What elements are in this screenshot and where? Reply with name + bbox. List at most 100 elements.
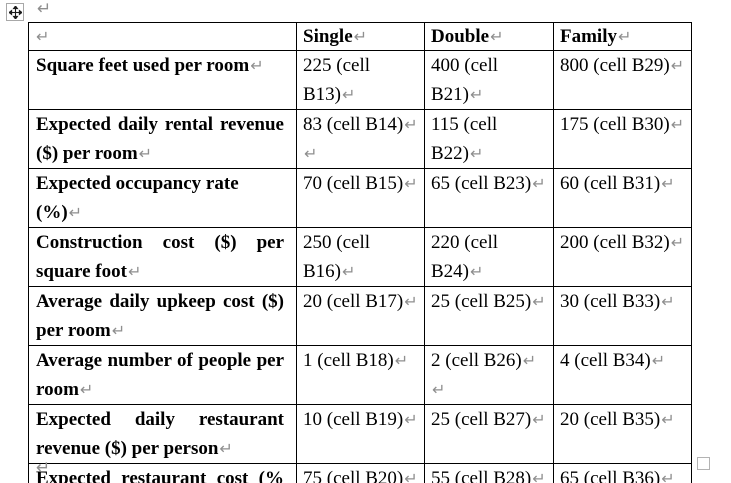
row-label-cell[interactable]: Expected restaurant cost (%of meal reven… bbox=[28, 463, 297, 483]
value-cell[interactable]: 2 (cell B26)↵ ↵ bbox=[424, 345, 554, 405]
value-cell[interactable]: 220 (cell B24)↵ bbox=[424, 227, 554, 287]
end-of-cell-mark: ↵ bbox=[661, 469, 675, 483]
end-of-cell-mark: ↵ bbox=[404, 174, 418, 193]
end-of-cell-mark: ↵ bbox=[394, 351, 409, 370]
row-label-cell[interactable]: Square feet used per room↵ bbox=[28, 50, 297, 110]
table-row: Construction cost ($) per square foot↵ 250… bbox=[28, 227, 692, 287]
value-line: 70 (cell B15)↵ bbox=[303, 170, 418, 199]
value-text: 4 (cell B34) bbox=[560, 350, 651, 371]
column-header-empty[interactable]: ↵ bbox=[28, 22, 297, 51]
end-of-cell-mark: ↵ bbox=[532, 292, 546, 311]
end-of-cell-mark: ↵ bbox=[661, 292, 675, 311]
column-header-label: Double bbox=[431, 26, 490, 47]
value-text: 25 (cell B25) bbox=[431, 291, 532, 312]
value-cell[interactable]: 25 (cell B25)↵ bbox=[424, 286, 554, 346]
table-header: ↵ Single↵ Double↵ Family↵ bbox=[28, 22, 692, 51]
value-cell[interactable]: 200 (cell B32)↵ bbox=[553, 227, 692, 287]
end-of-cell-mark: ↵ bbox=[670, 115, 685, 134]
table-row: Average number of people per room ↵ 1 (cell… bbox=[28, 345, 692, 405]
end-of-cell-mark: ↵ bbox=[36, 27, 50, 46]
end-of-cell-mark: ↵ bbox=[68, 203, 83, 222]
value-cell[interactable]: 4 (cell B34)↵ bbox=[553, 345, 692, 405]
table-row: Average daily upkeep cost ($) per room ↵ 20… bbox=[28, 286, 692, 346]
end-of-cell-mark: ↵ bbox=[219, 439, 233, 458]
value-cell[interactable]: 75 (cell B20)↵ bbox=[296, 463, 425, 483]
row-label-text: Expected restaurant cost (% bbox=[36, 468, 284, 483]
table-resize-handle[interactable] bbox=[697, 457, 710, 470]
value-line: 200 (cell B32)↵ bbox=[560, 229, 685, 258]
value-cell[interactable]: 65 (cell B36)↵ bbox=[553, 463, 692, 483]
end-of-cell-mark: ↵ bbox=[470, 85, 484, 104]
row-label-cell[interactable]: Expected daily rental revenue ($) per roo… bbox=[28, 109, 297, 169]
end-of-cell-mark: ↵ bbox=[404, 469, 418, 483]
row-label-cell[interactable]: Average number of people per room↵ bbox=[28, 345, 297, 405]
value-line: 220 (cell B24)↵ bbox=[431, 229, 547, 286]
end-of-cell-mark: ↵ bbox=[127, 262, 142, 281]
column-header-double[interactable]: Double↵ bbox=[424, 22, 554, 51]
hotel-room-data-table: ↵ Single↵ Double↵ Family↵ Square feet used … bbox=[28, 22, 692, 483]
value-text: 115 (cell B22) bbox=[431, 114, 498, 164]
row-label-cell[interactable]: Average daily upkeep cost ($) per room↵ bbox=[28, 286, 297, 346]
row-label-text: room bbox=[36, 379, 79, 400]
column-header-family[interactable]: Family↵ bbox=[553, 22, 692, 51]
value-cell[interactable]: 30 (cell B33)↵ bbox=[553, 286, 692, 346]
value-cell[interactable]: 115 (cell B22)↵ bbox=[424, 109, 554, 169]
value-cell[interactable]: 65 (cell B23)↵ bbox=[424, 168, 554, 228]
table-row: Expected daily restaurant revenue ($) per… bbox=[28, 404, 692, 464]
row-label-line: ($) per room↵ bbox=[36, 139, 284, 168]
value-cell[interactable]: 400 (cell B21)↵ bbox=[424, 50, 554, 110]
value-cell[interactable]: 10 (cell B19)↵ bbox=[296, 404, 425, 464]
value-cell[interactable]: 20 (cell B35)↵ bbox=[553, 404, 692, 464]
value-cell[interactable]: 800 (cell B29)↵ bbox=[553, 50, 692, 110]
value-text: 220 (cell B24) bbox=[431, 232, 499, 282]
row-label-line: Construction cost ($) per bbox=[36, 229, 284, 258]
end-of-cell-mark: ↵ bbox=[404, 115, 418, 134]
row-label-line: Average number of people per bbox=[36, 347, 284, 376]
end-of-cell-mark: ↵ bbox=[532, 410, 546, 429]
row-label-text: per room bbox=[36, 320, 111, 341]
end-of-cell-mark: ↵ bbox=[470, 262, 484, 281]
table-row: Expected daily rental revenue ($) per roo… bbox=[28, 109, 692, 169]
row-label-text: Expected daily restaurant bbox=[36, 409, 284, 430]
value-cell[interactable]: 1 (cell B18)↵ bbox=[296, 345, 425, 405]
value-cell[interactable]: 55 (cell B28)↵ bbox=[424, 463, 554, 483]
row-label-text: revenue ($) per person bbox=[36, 438, 219, 459]
end-of-cell-mark: ↵ bbox=[670, 233, 685, 252]
value-cell[interactable]: 225 (cell B13)↵ bbox=[296, 50, 425, 110]
value-line: 55 (cell B28)↵ bbox=[431, 465, 547, 483]
value-cell[interactable]: 83 (cell B14)↵ ↵ bbox=[296, 109, 425, 169]
row-label-line: Expected occupancy rate (%)↵ bbox=[36, 170, 284, 227]
column-header-label: Family bbox=[560, 26, 617, 47]
table-move-handle[interactable] bbox=[6, 3, 24, 21]
row-label-text: Average daily upkeep cost ($) bbox=[36, 291, 284, 312]
column-header-single[interactable]: Single↵ bbox=[296, 22, 425, 51]
value-line: 75 (cell B20)↵ bbox=[303, 465, 418, 483]
value-cell[interactable]: 70 (cell B15)↵ bbox=[296, 168, 425, 228]
end-of-cell-mark: ↵ bbox=[490, 27, 504, 46]
value-line: 20 (cell B17)↵ bbox=[303, 288, 418, 317]
value-line: 25 (cell B25)↵ bbox=[431, 288, 547, 317]
row-label-line: Expected restaurant cost (% bbox=[36, 465, 284, 483]
value-line: 60 (cell B31)↵ bbox=[560, 170, 685, 199]
empty-paragraph-line: ↵ bbox=[303, 139, 418, 168]
value-text: 225 (cell B13) bbox=[303, 55, 371, 105]
value-line: 1 (cell B18)↵ bbox=[303, 347, 418, 376]
value-line: 10 (cell B19)↵ bbox=[303, 406, 418, 435]
value-cell[interactable]: 25 (cell B27)↵ bbox=[424, 404, 554, 464]
value-cell[interactable]: 175 (cell B30)↵ bbox=[553, 109, 692, 169]
value-cell[interactable]: 20 (cell B17)↵ bbox=[296, 286, 425, 346]
value-line: 800 (cell B29)↵ bbox=[560, 52, 685, 81]
row-label-cell[interactable]: Expected daily restaurant revenue ($) per… bbox=[28, 404, 297, 464]
value-cell[interactable]: 60 (cell B31)↵ bbox=[553, 168, 692, 228]
move-icon bbox=[8, 5, 22, 19]
value-text: 200 (cell B32) bbox=[560, 232, 670, 253]
row-label-line: Expected daily rental revenue bbox=[36, 111, 284, 140]
value-text: 250 (cell B16) bbox=[303, 232, 371, 282]
row-label-cell[interactable]: Construction cost ($) per square foot↵ bbox=[28, 227, 297, 287]
row-label-cell[interactable]: Expected occupancy rate (%)↵ bbox=[28, 168, 297, 228]
value-text: 175 (cell B30) bbox=[560, 114, 670, 135]
value-text: 83 (cell B14) bbox=[303, 114, 404, 135]
value-cell[interactable]: 250 (cell B16)↵ bbox=[296, 227, 425, 287]
value-text: 60 (cell B31) bbox=[560, 173, 661, 194]
end-of-cell-mark: ↵ bbox=[342, 85, 356, 104]
